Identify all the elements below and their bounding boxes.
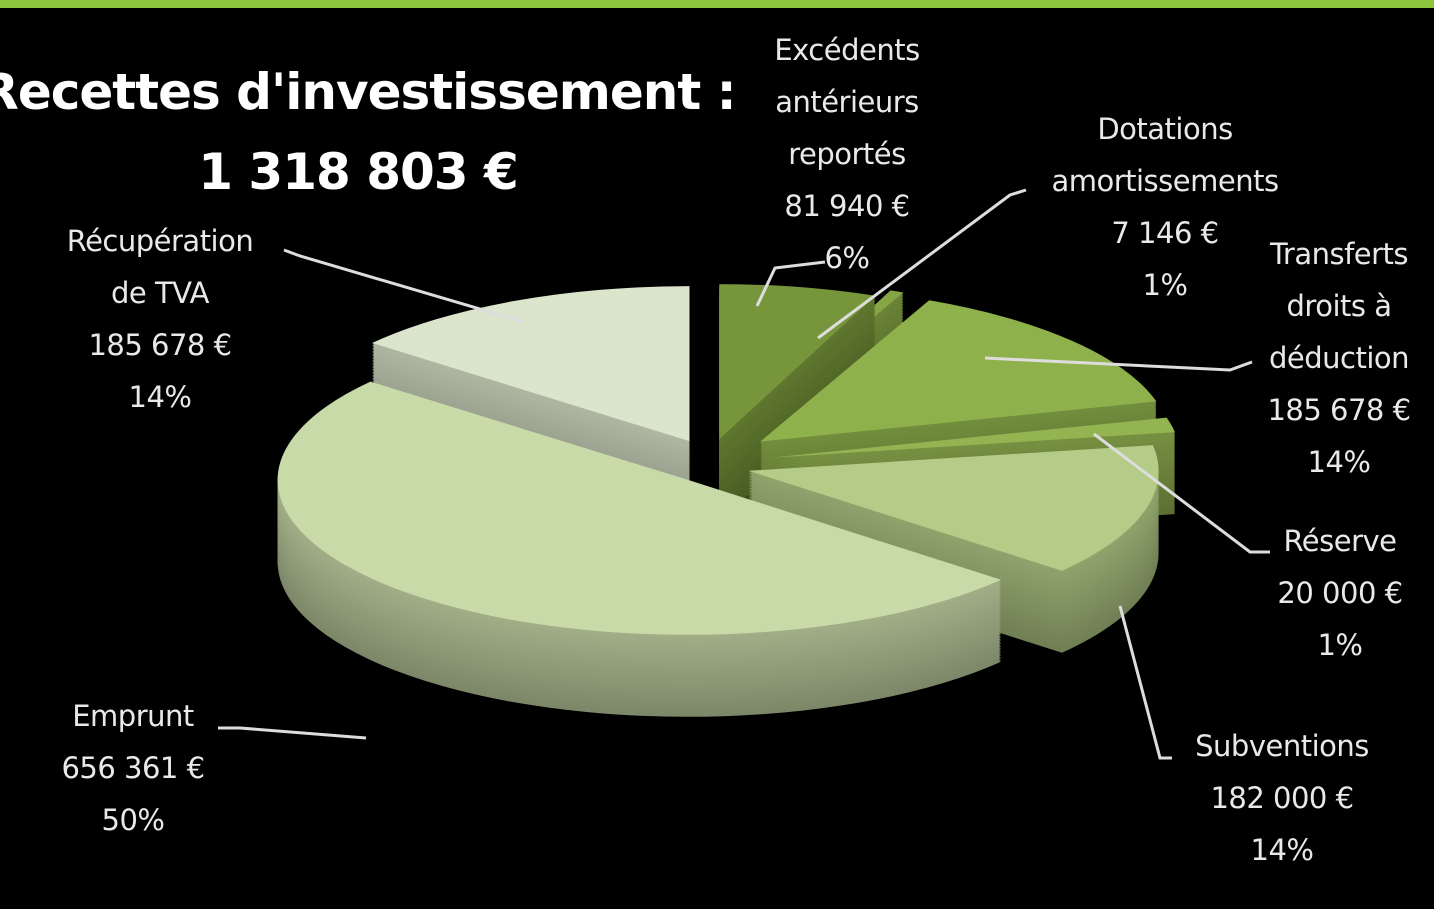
label-name-line: Emprunt bbox=[72, 699, 194, 733]
pie-slice bbox=[277, 381, 1002, 717]
label-name-line: Récupération bbox=[66, 224, 254, 258]
label-dotations: Dotations amortissements 7 146 € 1% bbox=[1020, 103, 1310, 311]
label-name-line: reportés bbox=[788, 137, 906, 171]
label-name-line: Réserve bbox=[1283, 524, 1397, 558]
label-value: 656 361 € bbox=[61, 751, 205, 785]
pie-slice-top bbox=[760, 300, 1157, 442]
label-name-line: Dotations bbox=[1097, 112, 1233, 146]
label-name-line: Subventions bbox=[1195, 729, 1369, 763]
label-percent: 14% bbox=[1307, 445, 1371, 479]
leader-line bbox=[817, 188, 1027, 340]
label-percent: 14% bbox=[128, 380, 192, 414]
leader-line bbox=[218, 726, 367, 740]
label-name-line: Transferts bbox=[1269, 237, 1409, 271]
label-percent: 50% bbox=[101, 803, 165, 837]
leader-line bbox=[1093, 432, 1270, 554]
label-value: 81 940 € bbox=[784, 189, 910, 223]
label-name-line: droits à bbox=[1286, 289, 1392, 323]
label-percent: 1% bbox=[1317, 628, 1363, 662]
label-value: 185 678 € bbox=[1267, 393, 1411, 427]
label-subventions: Subventions 182 000 € 14% bbox=[1168, 720, 1396, 876]
label-percent: 6% bbox=[824, 241, 870, 275]
label-recuperation-tva: Récupération de TVA 185 678 € 14% bbox=[38, 215, 282, 423]
chart-title-line: Recettes d'investissement : bbox=[0, 63, 737, 121]
pie-slice-top bbox=[748, 445, 1159, 571]
label-reserve: Réserve 20 000 € 1% bbox=[1250, 515, 1430, 671]
top-accent-bar bbox=[0, 0, 1434, 8]
leader-line bbox=[1118, 605, 1172, 760]
label-name-line: antérieurs bbox=[775, 85, 919, 119]
label-excedents: Excédents antérieurs reportés 81 940 € 6… bbox=[742, 24, 952, 284]
label-transferts: Transferts droits à déduction 185 678 € … bbox=[1246, 228, 1432, 488]
label-name-line: de TVA bbox=[110, 276, 210, 310]
label-emprunt: Emprunt 656 361 € 50% bbox=[38, 690, 228, 846]
label-value: 185 678 € bbox=[88, 328, 232, 362]
chart-total: 1 318 803 € bbox=[198, 143, 519, 201]
label-percent: 1% bbox=[1142, 268, 1188, 302]
pie-slice-top bbox=[277, 381, 1002, 635]
label-name-line: amortissements bbox=[1051, 164, 1279, 198]
label-value: 20 000 € bbox=[1277, 576, 1403, 610]
leader-line bbox=[755, 260, 826, 307]
leader-line bbox=[984, 356, 1253, 372]
label-value: 182 000 € bbox=[1210, 781, 1354, 815]
pie-slice-top bbox=[770, 417, 1175, 458]
label-value: 7 146 € bbox=[1111, 216, 1219, 250]
label-name-line: Excédents bbox=[774, 33, 920, 67]
label-name-line: déduction bbox=[1268, 341, 1410, 375]
leader-line bbox=[283, 248, 525, 324]
label-percent: 14% bbox=[1250, 833, 1314, 867]
pie-slice-top bbox=[372, 286, 690, 442]
chart-title: Recettes d'investissement : 1 318 803 € bbox=[0, 52, 738, 212]
